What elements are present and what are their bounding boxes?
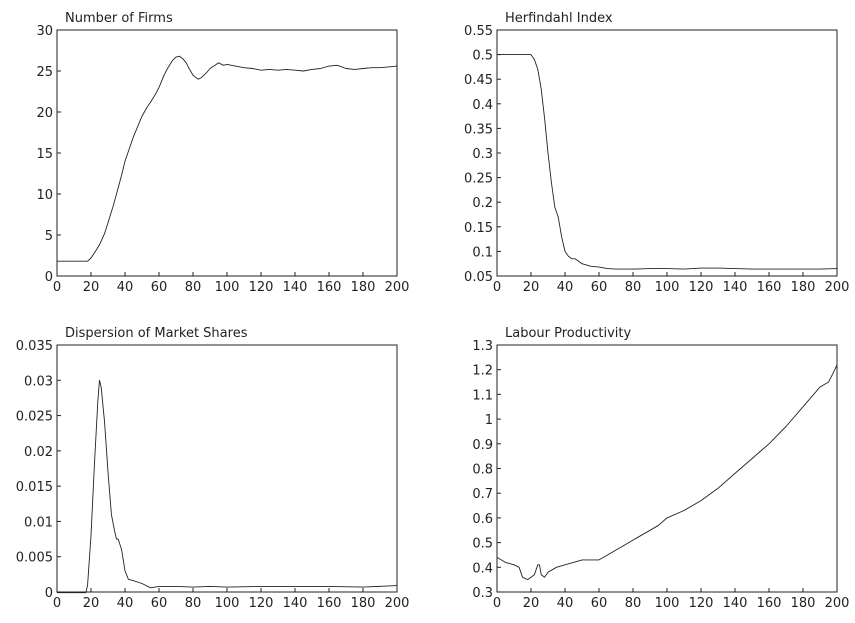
x-tick-label: 180 <box>351 280 376 295</box>
plot-frame <box>56 29 398 277</box>
y-tick-label: 0.005 <box>16 551 53 566</box>
panel-title: Number of Firms <box>65 11 173 26</box>
x-tick-label: 40 <box>557 596 574 611</box>
x-tick-label: 20 <box>523 596 540 611</box>
y-tick-label: 0.015 <box>16 480 53 495</box>
x-tick-label: 0 <box>53 280 61 295</box>
x-tick-label: 20 <box>83 596 100 611</box>
plot-frame <box>496 344 838 593</box>
y-tick-label: 0.1 <box>472 245 493 260</box>
x-tick-label: 0 <box>493 280 501 295</box>
x-tick-label: 20 <box>83 280 100 295</box>
y-tick-label: 0.8 <box>472 463 493 478</box>
x-tick-label: 60 <box>151 596 168 611</box>
x-tick-label: 80 <box>625 596 642 611</box>
series-line <box>497 54 838 270</box>
x-tick-label: 200 <box>825 280 850 295</box>
x-tick-label: 120 <box>249 596 274 611</box>
x-tick-label: 60 <box>591 280 608 295</box>
y-tick-label: 0.05 <box>464 270 493 285</box>
series-line <box>496 364 838 581</box>
x-tick-label: 40 <box>117 280 134 295</box>
y-tick-label: 0.3 <box>472 586 493 601</box>
x-tick-label: 80 <box>625 280 642 295</box>
x-tick-label: 200 <box>825 596 850 611</box>
y-tick-label: 25 <box>36 65 53 80</box>
x-tick-label: 140 <box>283 280 308 295</box>
y-tick-label: 0.4 <box>472 561 493 576</box>
panel-dispersion-of-market-shares: Dispersion of Market Shares 0 20 40 60 80 100 1… <box>16 326 410 611</box>
x-tick-label: 60 <box>151 280 168 295</box>
x-tick-label: 100 <box>215 280 240 295</box>
x-tick-label: 180 <box>791 596 816 611</box>
y-tick-label: 0.45 <box>464 73 493 88</box>
y-tick-label: 0.55 <box>464 24 493 39</box>
x-tick-label: 160 <box>757 280 782 295</box>
y-tick-label: 30 <box>36 24 53 39</box>
y-tick-label: 0.9 <box>472 438 493 453</box>
x-tick-label: 80 <box>185 596 202 611</box>
panel-title: Herfindahl Index <box>505 11 613 26</box>
panel-title: Dispersion of Market Shares <box>65 326 248 341</box>
x-tick-label: 0 <box>53 596 61 611</box>
x-tick-label: 40 <box>117 596 134 611</box>
y-tick-label: 0.02 <box>24 445 53 460</box>
panel-labour-productivity: Labour Productivity 0 20 40 60 80 100 120 140 160… <box>472 326 849 611</box>
y-tick-label: 0 <box>45 270 53 285</box>
x-tick-label: 100 <box>655 280 680 295</box>
x-tick-label: 180 <box>791 280 816 295</box>
y-tick-label: 0.6 <box>472 512 493 527</box>
y-tick-label: 15 <box>36 147 53 162</box>
x-tick-label: 60 <box>591 596 608 611</box>
panel-title: Labour Productivity <box>505 326 632 341</box>
y-tick-label: 0.7 <box>472 487 493 502</box>
x-tick-label: 160 <box>317 596 342 611</box>
y-tick-label: 0.4 <box>472 98 493 113</box>
series-line <box>57 55 398 262</box>
x-tick-label: 200 <box>385 280 410 295</box>
y-tick-label: 0.5 <box>472 49 493 64</box>
series-line <box>57 379 398 594</box>
x-tick-label: 20 <box>523 280 540 295</box>
x-tick-label: 160 <box>317 280 342 295</box>
y-tick-label: 0.2 <box>472 196 493 211</box>
panel-herfindahl-index: Herfindahl Index 0 20 40 60 80 100 120 140 160 180… <box>464 11 849 295</box>
x-tick-label: 100 <box>215 596 240 611</box>
y-tick-label: 1.3 <box>472 339 493 354</box>
y-tick-label: 1.1 <box>472 388 493 403</box>
y-tick-label: 0 <box>45 586 53 601</box>
x-tick-label: 180 <box>351 596 376 611</box>
y-tick-label: 1 <box>485 413 493 428</box>
y-tick-label: 0.3 <box>472 147 493 162</box>
y-tick-label: 0.025 <box>16 410 53 425</box>
y-tick-label: 20 <box>36 106 53 121</box>
x-tick-label: 100 <box>655 596 680 611</box>
y-tick-label: 1.2 <box>472 364 493 379</box>
x-tick-label: 120 <box>689 596 714 611</box>
y-tick-label: 5 <box>45 229 53 244</box>
y-tick-label: 0.01 <box>24 515 53 530</box>
x-tick-label: 200 <box>385 596 410 611</box>
x-tick-label: 120 <box>249 280 274 295</box>
x-tick-label: 140 <box>723 596 748 611</box>
x-tick-label: 140 <box>283 596 308 611</box>
x-tick-label: 160 <box>757 596 782 611</box>
y-tick-label: 0.15 <box>464 221 493 236</box>
y-tick-label: 10 <box>36 188 53 203</box>
x-tick-label: 140 <box>723 280 748 295</box>
x-tick-label: 120 <box>689 280 714 295</box>
x-tick-label: 0 <box>493 596 501 611</box>
x-tick-label: 80 <box>185 280 202 295</box>
x-tick-label: 40 <box>557 280 574 295</box>
y-tick-label: 0.5 <box>472 537 493 552</box>
y-tick-label: 0.03 <box>24 374 53 389</box>
y-tick-label: 0.25 <box>464 172 493 187</box>
y-tick-label: 0.035 <box>16 339 53 354</box>
y-tick-label: 0.35 <box>464 122 493 137</box>
